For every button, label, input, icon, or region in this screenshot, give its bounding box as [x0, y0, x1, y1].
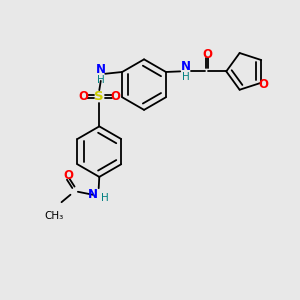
Text: O: O: [259, 78, 269, 91]
Text: CH₃: CH₃: [44, 211, 64, 221]
Text: N: N: [181, 59, 190, 73]
Text: H: H: [101, 193, 109, 203]
Text: H: H: [97, 75, 105, 85]
Text: N: N: [88, 188, 98, 201]
Text: O: O: [63, 169, 73, 182]
Text: O: O: [111, 90, 121, 103]
Text: N: N: [96, 63, 106, 76]
Text: O: O: [78, 90, 88, 103]
Text: O: O: [202, 48, 212, 61]
Text: S: S: [94, 90, 104, 103]
Text: H: H: [182, 72, 189, 82]
